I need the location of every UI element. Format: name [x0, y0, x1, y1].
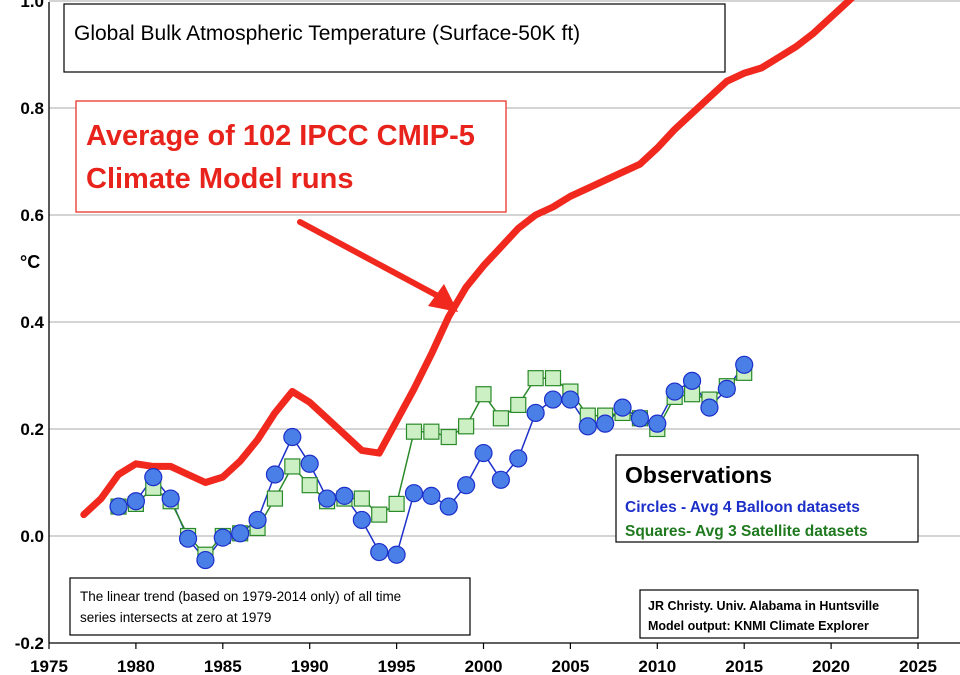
balloon-point: [561, 390, 580, 409]
satellite-point: [475, 386, 492, 403]
callout-arrow-shaft: [297, 219, 441, 299]
model-callout-box: [75, 100, 507, 213]
balloon-point: [422, 486, 441, 505]
balloon-point: [370, 542, 389, 562]
balloon-point: [648, 414, 667, 433]
balloon-point: [404, 484, 424, 503]
y-tick-label: 0.2: [20, 420, 44, 439]
credit-box: [639, 589, 919, 639]
balloon-point: [665, 382, 684, 401]
satellite-point: [388, 495, 405, 512]
balloon-point: [161, 489, 180, 508]
x-tick-label: 1980: [117, 657, 155, 675]
balloon-point: [700, 398, 719, 417]
balloon-point: [300, 454, 319, 473]
title-box: [63, 3, 726, 73]
satellite-point: [527, 370, 544, 387]
tick-labels: -0.2 0.0 0.2 0.4 0.6 0.8 1.0 1975 1980 1985 1990 19…: [15, 0, 937, 675]
axes: [48, 2, 960, 649]
balloon-point: [578, 417, 597, 436]
x-tick-label: 2010: [638, 657, 676, 675]
callout-arrow-head: [428, 284, 458, 312]
satellite-point: [353, 490, 370, 507]
y-tick-label: 0.6: [20, 206, 44, 225]
x-tick-label: 2020: [812, 657, 850, 675]
y-tick-label: 0.4: [20, 313, 44, 332]
satellite-point: [423, 423, 440, 440]
y-tick-label: 1.0: [20, 0, 44, 11]
x-tick-label: 2005: [551, 657, 589, 675]
balloon-point: [457, 476, 476, 495]
balloon-point: [317, 489, 337, 508]
x-tick-label: 1990: [291, 657, 329, 675]
chart-title: Global Bulk Atmospheric Temperature (Sur…: [74, 22, 580, 45]
grid-lines: [49, 0, 960, 537]
balloon-point: [283, 427, 302, 447]
balloon-point: [682, 371, 702, 390]
x-tick-label: 1985: [204, 657, 242, 675]
balloon-point: [265, 465, 285, 484]
legend-balloon-entry: Circles - Avg 4 Balloon datasets: [625, 499, 860, 516]
balloon-point: [144, 468, 163, 487]
y-axis-label: °C: [20, 252, 40, 272]
legend-satellite-entry: Squares- Avg 3 Satellite datasets: [625, 523, 868, 540]
data-series: [80, 0, 855, 570]
balloon-point: [439, 497, 458, 516]
x-tick-label: 2000: [465, 657, 503, 675]
observations-legend-heading: Observations: [625, 462, 772, 488]
balloon-point: [335, 486, 354, 505]
observations-legend-box: [615, 454, 919, 543]
satellite-point: [284, 458, 301, 475]
satellite-point: [266, 490, 284, 507]
satellite-point: [544, 370, 562, 387]
balloon-point: [491, 470, 510, 489]
satellite-point: [371, 506, 388, 523]
trend-note-box: [69, 577, 471, 636]
balloon-point: [596, 414, 615, 433]
model-callout-line-1: Average of 102 IPCC CMIP-5: [86, 120, 475, 152]
x-tick-label: 2025: [899, 657, 937, 675]
balloon-point: [178, 529, 198, 548]
balloon-point: [196, 550, 215, 570]
satellite-point: [440, 428, 457, 446]
balloon-point: [735, 355, 754, 374]
y-tick-label: -0.2: [15, 634, 44, 653]
satellite-point: [510, 396, 527, 414]
model-callout-line-2: Climate Model runs: [86, 163, 354, 195]
satellite-point: [458, 418, 475, 435]
x-tick-label: 2015: [725, 657, 763, 675]
y-tick-label: 0.0: [20, 527, 44, 546]
credit-line-2: Model output: KNMI Climate Explorer: [648, 619, 869, 633]
trend-note-line-1: The linear trend (based on 1979-2014 onl…: [80, 589, 401, 604]
balloon-point: [126, 492, 145, 511]
balloon-point: [387, 545, 406, 564]
y-tick-label: 0.8: [20, 99, 44, 118]
x-tick-label: 1995: [378, 657, 416, 675]
x-tick-label: 1975: [30, 657, 68, 675]
balloon-point: [543, 390, 563, 409]
balloon-point: [526, 403, 545, 423]
balloon-point: [717, 379, 736, 398]
satellite-point: [405, 423, 423, 440]
credit-line-1: JR Christy. Univ. Alabama in Huntsville: [648, 599, 879, 613]
balloon-point: [109, 497, 128, 516]
trend-note-line-2: series intersects at zero at 1979: [80, 610, 271, 625]
balloon-point: [231, 524, 250, 543]
balloon-point: [213, 528, 232, 547]
balloon-point: [474, 443, 493, 463]
balloon-point: [352, 510, 371, 530]
satellite-point: [301, 477, 318, 494]
model-average-line: [80, 0, 855, 519]
balloon-point: [630, 409, 650, 428]
balloon-point: [613, 398, 632, 417]
balloon-point: [509, 449, 528, 468]
balloon-point: [248, 510, 267, 530]
satellite-point: [492, 410, 509, 427]
